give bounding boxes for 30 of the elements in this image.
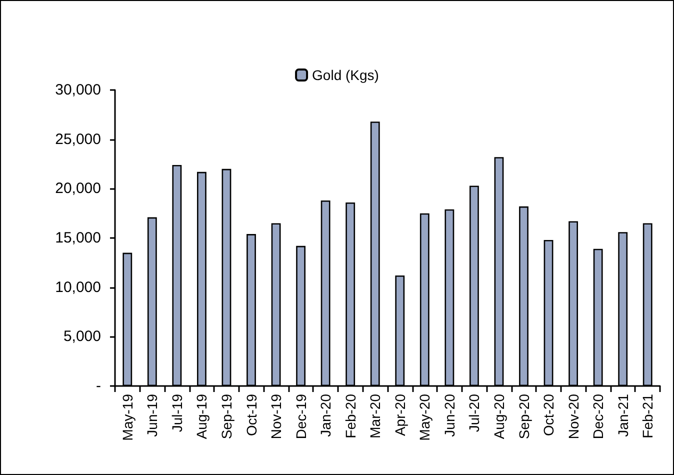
y-tick-label: 25,000 (55, 130, 101, 148)
x-tick-label: Feb-21 (640, 394, 656, 438)
x-tick-label: Jun-19 (144, 394, 160, 437)
y-tick-label: 10,000 (55, 278, 101, 296)
x-tick-label: Oct-20 (540, 394, 557, 436)
x-tick-label: Jun-20 (441, 394, 458, 437)
x-tick-label: Aug-20 (490, 394, 507, 440)
y-tick-label: 5,000 (63, 328, 101, 346)
x-tick-label: Nov-19 (268, 394, 284, 440)
x-tick-label: Sep-20 (516, 394, 532, 440)
x-tick-label: Mar-20 (367, 394, 384, 438)
x-tick-label: May-20 (416, 394, 433, 441)
x-tick-label: Jul-19 (168, 394, 185, 432)
x-tick-label: Nov-20 (565, 394, 582, 440)
y-tick-label: - (96, 378, 101, 394)
x-tick-label: Dec-20 (590, 394, 606, 440)
x-tick-label: Aug-19 (194, 394, 210, 440)
x-tick-label: Oct-19 (243, 394, 260, 436)
x-tick-label: Jul-20 (466, 394, 482, 432)
y-tick-label: 30,000 (55, 82, 101, 98)
x-tick-label: Jan-21 (614, 394, 631, 437)
x-tick-label: May-19 (119, 394, 136, 441)
x-tick-label: Dec-19 (292, 394, 309, 440)
y-tick-label: 15,000 (55, 230, 101, 246)
legend-label: Gold (Kgs) (312, 67, 379, 83)
y-tick-label: 20,000 (55, 180, 101, 198)
x-tick-label: Feb-20 (342, 394, 358, 438)
x-tick-label: Apr-20 (392, 394, 408, 436)
x-tick-label: Jan-20 (318, 394, 334, 437)
x-tick-label: Sep-19 (218, 394, 234, 440)
